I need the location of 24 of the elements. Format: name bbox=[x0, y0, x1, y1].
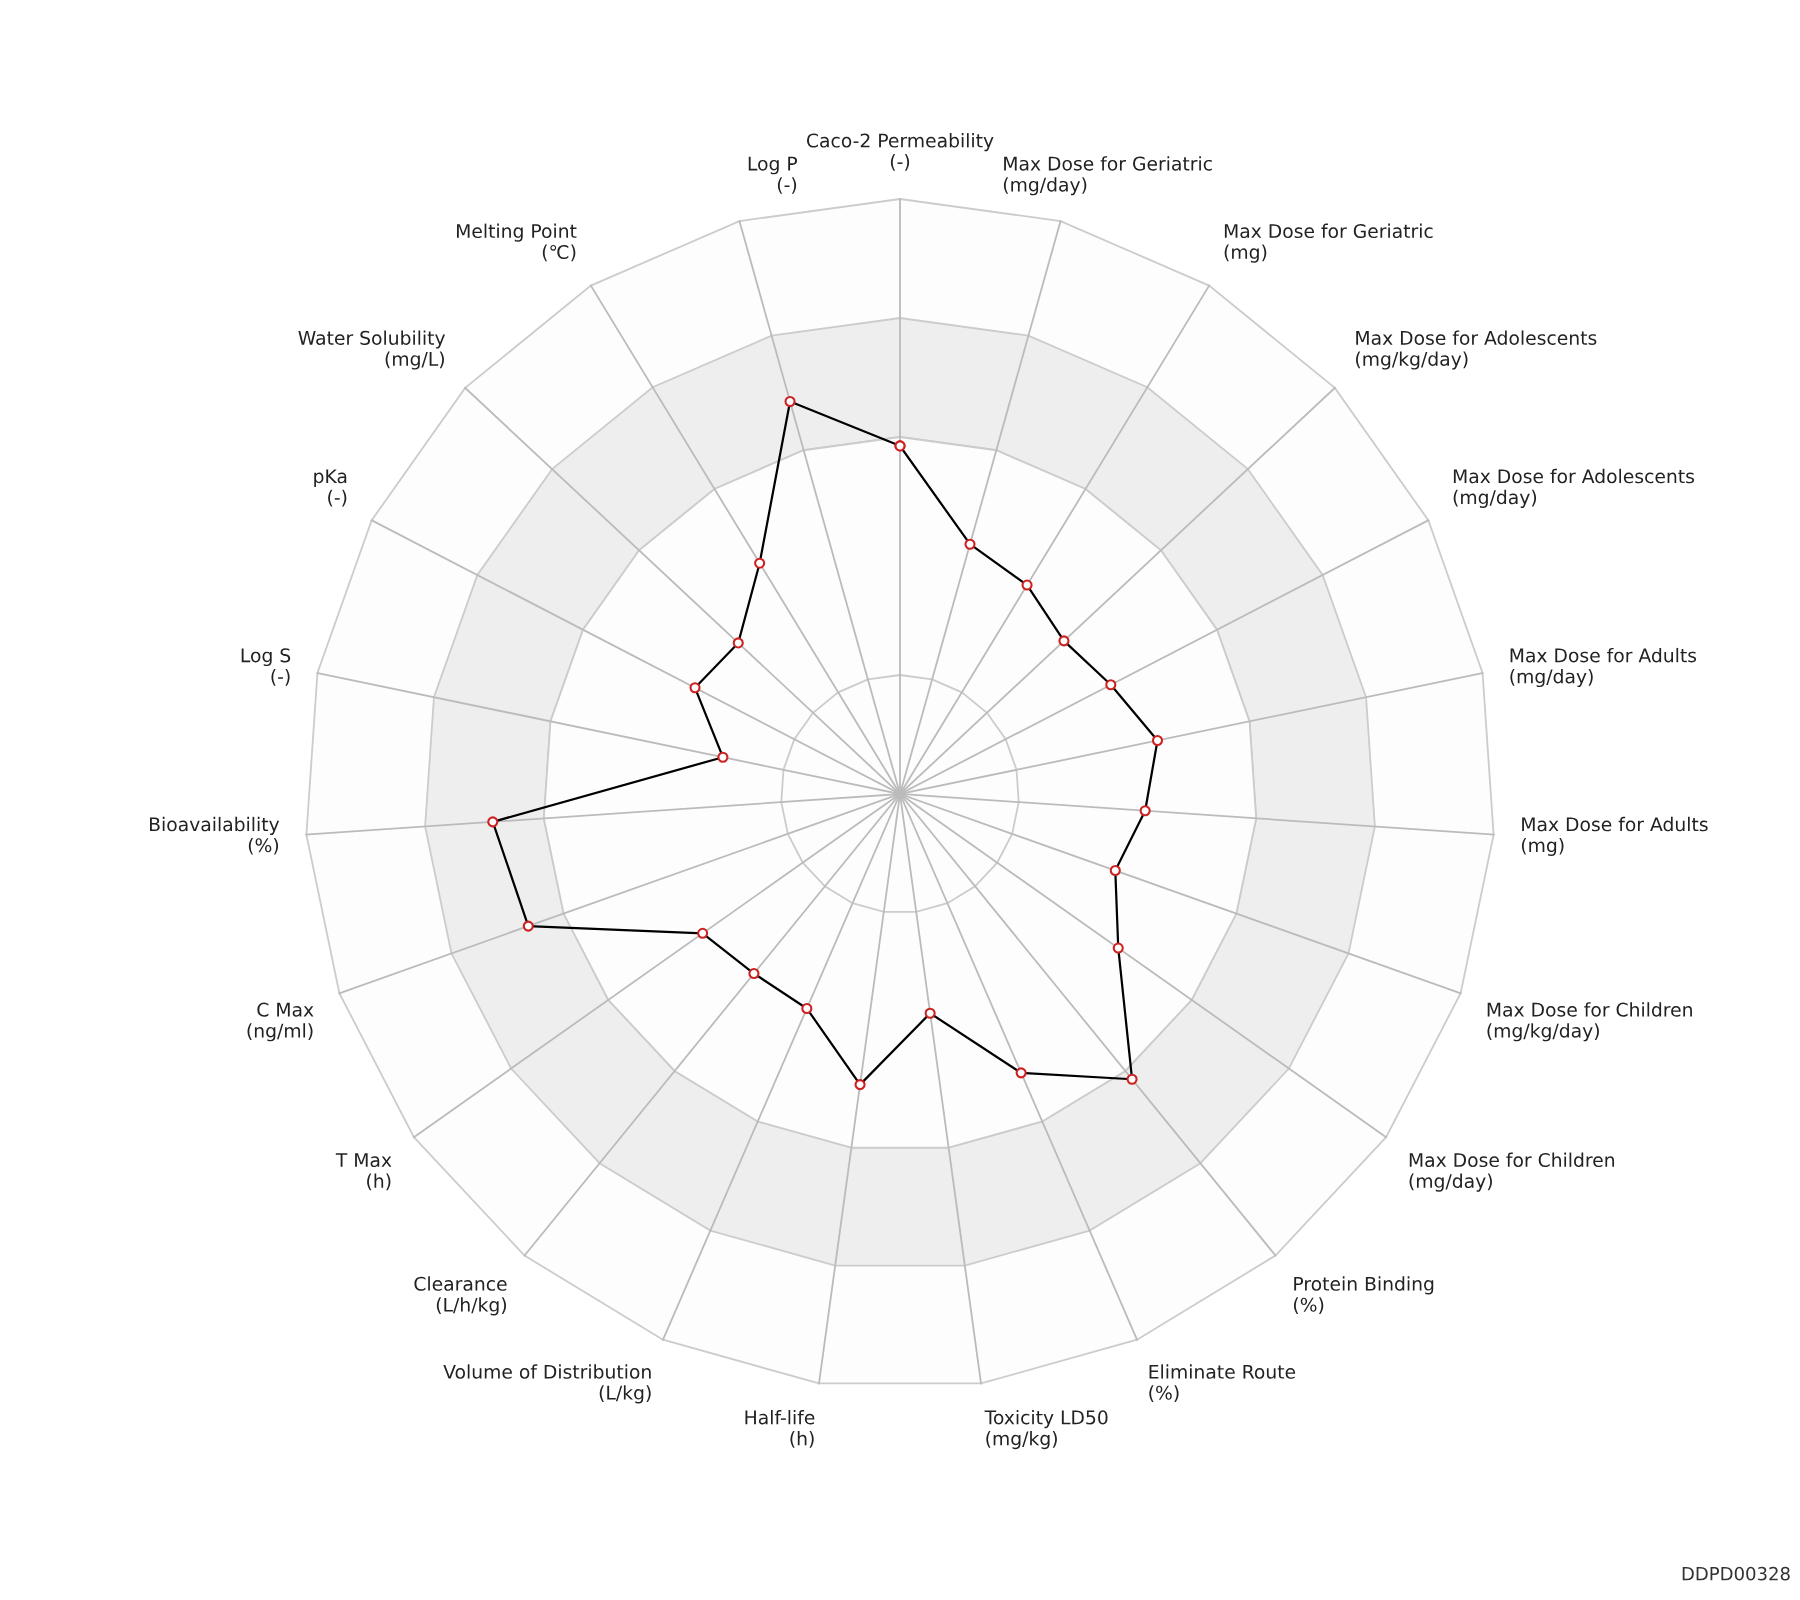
spoke-label: Max Dose for Adults (mg) bbox=[1521, 816, 1708, 856]
spoke-label: pKa (-) bbox=[314, 469, 347, 507]
spoke-label: Log S (-) bbox=[241, 648, 291, 686]
spoke-label: C Max (ng/ml) bbox=[247, 1002, 314, 1042]
spoke-label: Protein Binding (%) bbox=[1294, 1276, 1434, 1315]
spoke-label: Caco-2 Permeability (-) bbox=[806, 133, 994, 171]
spoke-label: Max Dose for Adolescents (mg/day) bbox=[1453, 468, 1695, 508]
text: DDPD00328 bbox=[1682, 1566, 1790, 1581]
spoke-label: T Max (h) bbox=[335, 1153, 392, 1191]
spoke-label: Max Dose for Adults (mg/day) bbox=[1510, 647, 1697, 688]
spoke-label: Eliminate Route (%) bbox=[1149, 1364, 1296, 1403]
spoke-label: Max Dose for Children (mg/day) bbox=[1409, 1152, 1615, 1192]
spoke-label: Log P (-) bbox=[748, 156, 798, 194]
spoke-label: Max Dose for Geriatric (mg/day) bbox=[1003, 156, 1212, 196]
spoke-label: Max Dose for Children (mg/kg/day) bbox=[1487, 1002, 1692, 1042]
spoke-label: Water Solubility (mg/L) bbox=[298, 330, 446, 370]
spoke-label: Bioavailability (%) bbox=[150, 816, 280, 855]
spoke-label: Clearance (L/h/kg) bbox=[414, 1276, 507, 1316]
spoke-label: Melting Point (℃) bbox=[457, 223, 577, 262]
spoke-label: Toxicity LD50 (mg/kg) bbox=[984, 1409, 1108, 1450]
spoke-label: Half-life (h) bbox=[745, 1409, 815, 1448]
spoke-label: Max Dose for Geriatric (mg) bbox=[1224, 223, 1433, 263]
spoke-label: Max Dose for Adolescents (mg/kg/day) bbox=[1356, 330, 1597, 370]
spoke-label: Volume of Distribution (L/kg) bbox=[443, 1364, 651, 1404]
